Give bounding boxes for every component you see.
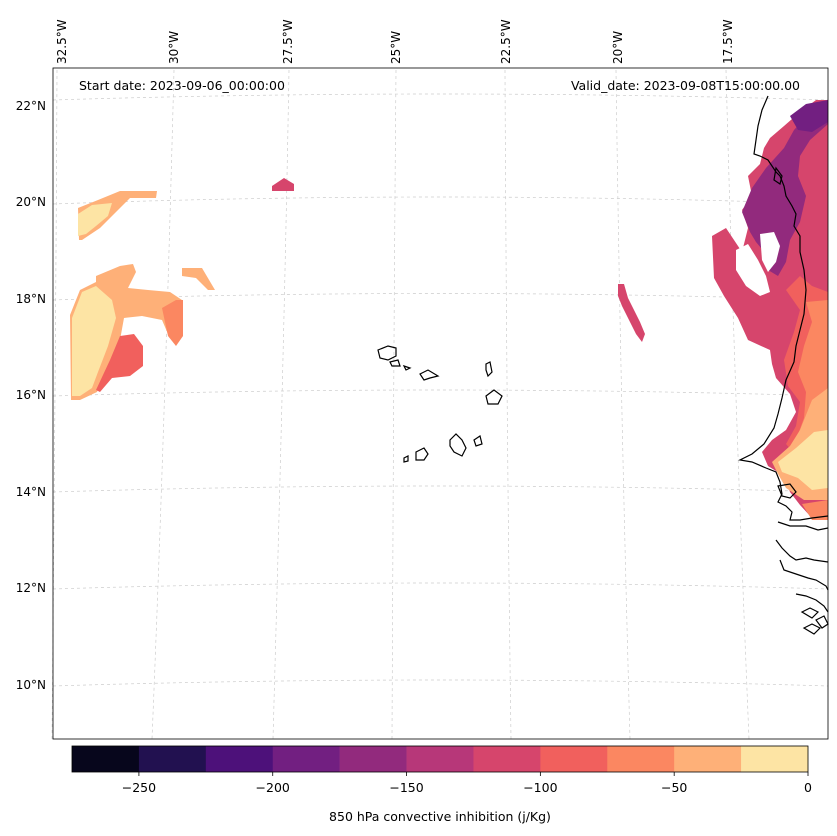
- contour-east-yellow: [778, 430, 828, 490]
- lat-tick-label: 10°N: [16, 678, 46, 692]
- island-santa-luzia: [402, 364, 412, 371]
- colorbar-ticks: −250 −200 −150 −100 −50 0: [122, 772, 812, 795]
- colorbar-swatch: [72, 746, 140, 772]
- contour-west2-core: [72, 286, 116, 396]
- coast-guinea: [795, 593, 829, 613]
- contour-north-small: [272, 178, 294, 191]
- colorbar-tick-label: 0: [804, 780, 812, 795]
- island-sao-vicente: [389, 359, 401, 367]
- colorbar-swatch: [540, 746, 608, 772]
- contour-sliver: [618, 284, 645, 342]
- colorbar-tick-label: −250: [122, 780, 156, 795]
- lat-tick-label: 16°N: [16, 388, 46, 402]
- colorbar-swatch: [607, 746, 675, 772]
- coastlines: [377, 95, 829, 635]
- island-santo-antao: [377, 345, 397, 361]
- contour-west2-red: [96, 334, 143, 392]
- colorbar-tick-label: −50: [661, 780, 687, 795]
- lat-tick-label: 12°N: [16, 581, 46, 595]
- colorbar-tick-label: −150: [389, 780, 423, 795]
- lon-tick-label: 25°W: [389, 31, 403, 64]
- valid-date-label: Valid_date: 2023-09-08T15:00:00.00: [571, 78, 800, 93]
- colorbar-swatch: [741, 746, 809, 772]
- colorbar-swatch: [205, 746, 274, 772]
- map-background: [53, 68, 828, 739]
- colorbar-swatch: [339, 746, 407, 772]
- colorbar-swatch: [674, 746, 742, 772]
- contour-west2-salmon: [162, 300, 183, 346]
- lon-tick-labels: 32.5°W 30°W 27.5°W 25°W 22.5°W 20°W 17.5…: [55, 19, 735, 64]
- colorbar-swatch: [272, 746, 340, 772]
- lon-tick-label: 17.5°W: [721, 19, 735, 64]
- coast-banc-arguin: [773, 166, 783, 185]
- island-sal: [485, 361, 493, 378]
- contour-east-bottom: [802, 500, 828, 520]
- colorbar: −250 −200 −150 −100 −50 0 850 hPa convective …: [71, 745, 812, 824]
- island-boa-vista: [485, 389, 503, 405]
- coast-casamance: [775, 539, 829, 563]
- colorbar-swatches: [72, 746, 809, 772]
- coast-bijagos-1: [800, 607, 820, 619]
- coast-gambia: [777, 521, 829, 531]
- island-fogo: [415, 447, 429, 461]
- coast-dakar: [777, 483, 797, 499]
- contour-east-hole: [736, 244, 770, 296]
- colorbar-frame: [71, 745, 809, 773]
- contour-west-outer: [78, 191, 157, 240]
- coast-bijagos-2: [802, 623, 822, 635]
- island-brava: [403, 455, 409, 463]
- island-sao-nicolau: [419, 369, 440, 381]
- lon-tick-label: 22.5°W: [499, 19, 513, 64]
- africa-coastline: [738, 95, 829, 521]
- colorbar-swatch: [406, 746, 474, 772]
- lat-tick-label: 20°N: [16, 195, 46, 209]
- lon-tick-label: 20°W: [611, 31, 625, 64]
- island-maio: [473, 435, 483, 447]
- lat-tick-label: 22°N: [16, 99, 46, 113]
- lon-tick-label: 27.5°W: [281, 19, 295, 64]
- start-date-label: Start date: 2023-09-06_00:00:00: [79, 78, 285, 93]
- cin-contours: [70, 100, 828, 520]
- lat-tick-label: 14°N: [16, 485, 46, 499]
- lat-tick-label: 18°N: [16, 292, 46, 306]
- coast-guinea-bissau: [779, 559, 829, 591]
- contour-east-hole2: [760, 232, 780, 272]
- contour-east-violet: [790, 100, 828, 132]
- contour-west3: [182, 268, 215, 290]
- colorbar-tick-label: −200: [256, 780, 290, 795]
- colorbar-swatch: [138, 746, 207, 772]
- map-panel: Start date: 2023-09-06_00:00:00 Valid_da…: [51, 67, 829, 740]
- colorbar-swatch: [473, 746, 541, 772]
- lon-tick-label: 32.5°W: [55, 19, 69, 64]
- island-santiago: [449, 433, 467, 457]
- colorbar-tick-label: −100: [523, 780, 557, 795]
- map-frame: [52, 67, 829, 740]
- lat-tick-labels: 22°N 20°N 18°N 16°N 14°N 12°N 10°N: [16, 99, 46, 692]
- lon-tick-label: 30°W: [167, 31, 181, 64]
- colorbar-label: 850 hPa convective inhibition (j/Kg): [329, 809, 551, 824]
- contour-west-inner: [78, 203, 112, 236]
